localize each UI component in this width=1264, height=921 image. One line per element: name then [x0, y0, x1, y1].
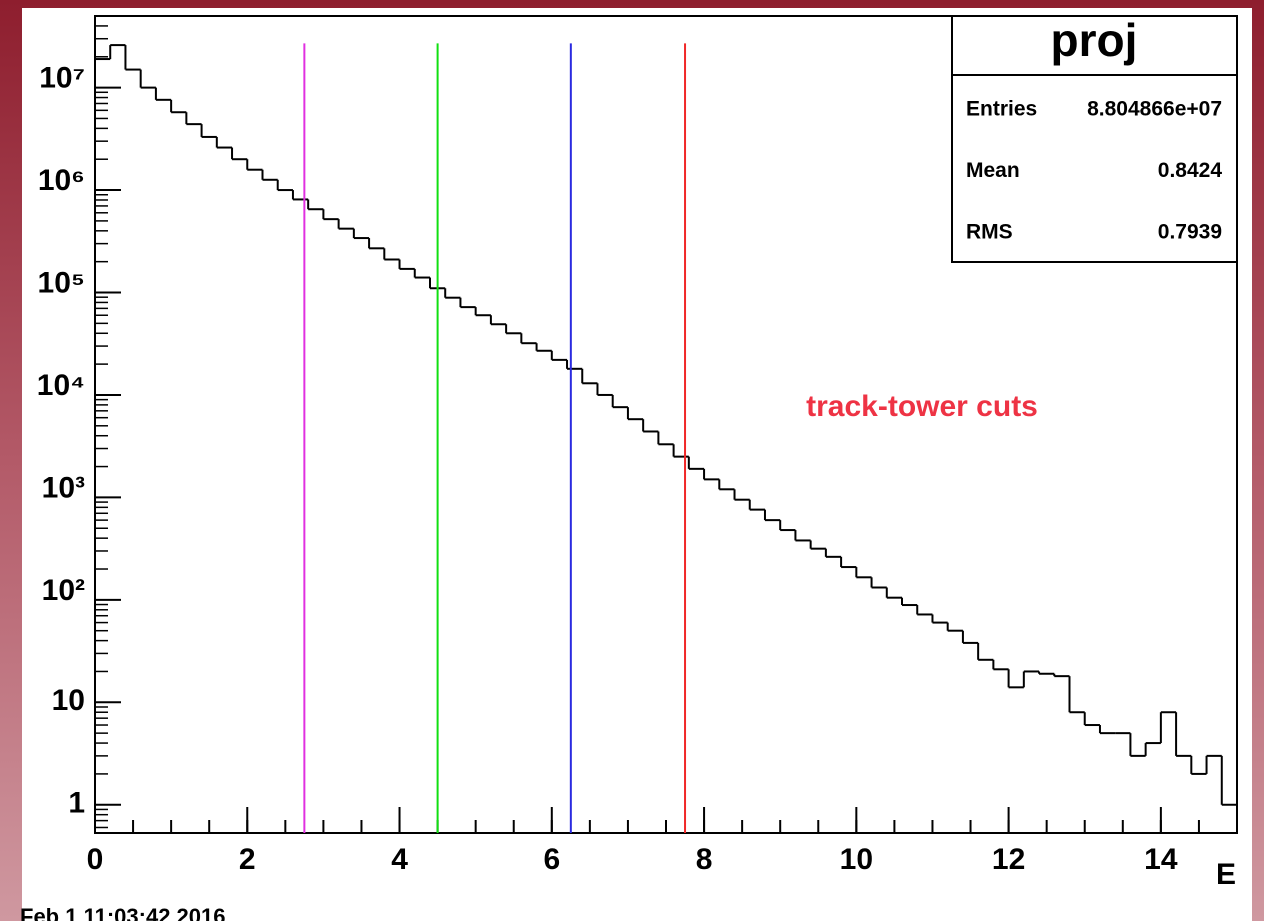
stats-label: Mean — [966, 159, 1020, 182]
x-axis-label: E — [1216, 858, 1236, 891]
x-tick-label: 14 — [1144, 843, 1178, 876]
y-tick-label: 1 — [68, 787, 85, 820]
y-tick-label: 10⁶ — [38, 164, 85, 197]
annotation: track-tower cuts — [806, 390, 1038, 423]
histogram — [95, 44, 1238, 833]
y-tick-label: 10 — [52, 684, 85, 717]
x-tick-label: 2 — [239, 843, 256, 876]
stats-label: Entries — [966, 98, 1037, 121]
y-tick-label: 10² — [42, 574, 85, 607]
stats-label: RMS — [966, 221, 1013, 244]
y-tick-label: 10⁵ — [38, 266, 85, 299]
x-tick-label: 0 — [87, 843, 104, 876]
y-tick-label: 10⁷ — [39, 62, 85, 95]
x-tick-label: 10 — [840, 843, 873, 876]
y-tick-label: 10³ — [42, 471, 85, 504]
x-tick-label: 4 — [391, 843, 408, 876]
x-tick-label: 12 — [992, 843, 1025, 876]
date-stamp: Feb 1 11:03:42 2016 — [20, 904, 225, 921]
stats-value: 0.8424 — [1158, 159, 1223, 182]
y-tick-label: 10⁴ — [37, 369, 85, 402]
stats-value: 0.7939 — [1158, 221, 1222, 244]
stats-title: proj — [1051, 14, 1138, 66]
stats-box — [951, 15, 1238, 263]
x-tick-label: 6 — [543, 843, 560, 876]
x-tick-label: 8 — [696, 843, 713, 876]
stats-value: 8.804866e+07 — [1087, 98, 1222, 121]
